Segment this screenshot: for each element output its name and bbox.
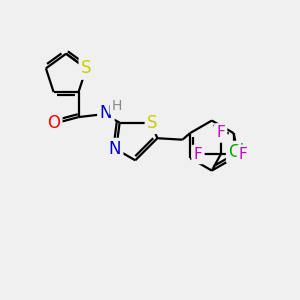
Text: N: N (108, 140, 121, 158)
Text: H: H (112, 99, 122, 113)
Text: F: F (239, 147, 248, 162)
Text: S: S (81, 59, 92, 77)
Text: F: F (194, 147, 202, 162)
Text: O: O (47, 114, 60, 132)
Text: F: F (216, 125, 225, 140)
Text: S: S (147, 114, 158, 132)
Text: N: N (100, 104, 112, 122)
Text: Cl: Cl (228, 143, 244, 161)
